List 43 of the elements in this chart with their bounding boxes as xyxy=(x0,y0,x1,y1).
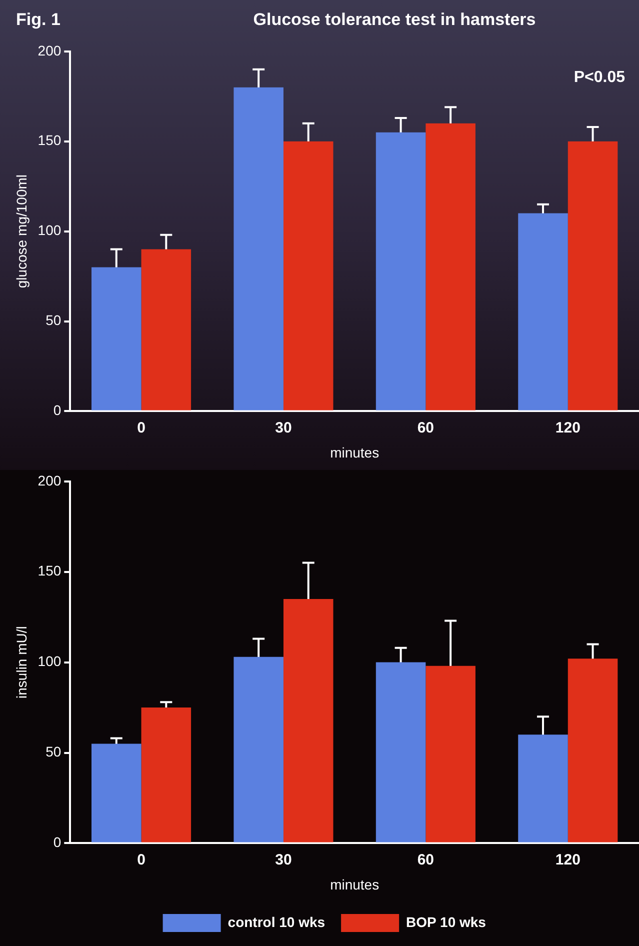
y-tick-label: 150 xyxy=(38,132,62,148)
bar xyxy=(426,666,476,842)
bar xyxy=(91,267,142,410)
bar xyxy=(568,658,618,842)
y-tick-label: 50 xyxy=(46,312,62,328)
y-axis-title: insulin mU/l xyxy=(13,626,30,698)
bar xyxy=(234,656,284,842)
y-tick-label: 150 xyxy=(38,562,62,579)
x-tick-label: 120 xyxy=(555,419,580,436)
bar xyxy=(91,744,142,842)
x-tick-label: 30 xyxy=(275,419,292,436)
chart-title: Glucose tolerance test in hamsters xyxy=(252,10,537,30)
x-axis-title: minutes xyxy=(330,444,380,460)
bar xyxy=(426,123,476,410)
y-tick-label: 0 xyxy=(53,402,62,418)
x-tick-label: 0 xyxy=(137,419,146,436)
bar xyxy=(141,708,192,842)
annotation: P<0.05 xyxy=(574,68,626,86)
bar xyxy=(376,662,426,842)
x-tick-label: 30 xyxy=(275,851,292,868)
y-tick-label: 100 xyxy=(38,653,62,670)
x-tick-label: 0 xyxy=(137,851,146,868)
caption: Fig. 1 xyxy=(16,10,60,30)
x-tick-label: 60 xyxy=(417,419,434,436)
legend-label: BOP 10 wks xyxy=(406,914,486,930)
y-axis-title: glucose mg/100ml xyxy=(13,174,30,288)
legend-label: control 10 wks xyxy=(228,914,326,930)
y-tick-label: 50 xyxy=(46,744,62,760)
x-tick-label: 120 xyxy=(555,851,580,868)
bar xyxy=(376,132,426,410)
bar xyxy=(141,249,192,410)
bar xyxy=(518,213,568,410)
bar xyxy=(234,87,284,410)
bar xyxy=(283,598,334,842)
y-tick-label: 100 xyxy=(38,222,62,238)
y-tick-label: 0 xyxy=(53,834,62,850)
y-tick-label: 200 xyxy=(38,42,62,58)
y-tick-label: 200 xyxy=(38,472,62,488)
x-axis-title: minutes xyxy=(330,876,380,892)
bar xyxy=(283,141,334,410)
bar xyxy=(518,734,568,842)
x-tick-label: 60 xyxy=(417,851,434,868)
bar xyxy=(568,141,618,410)
